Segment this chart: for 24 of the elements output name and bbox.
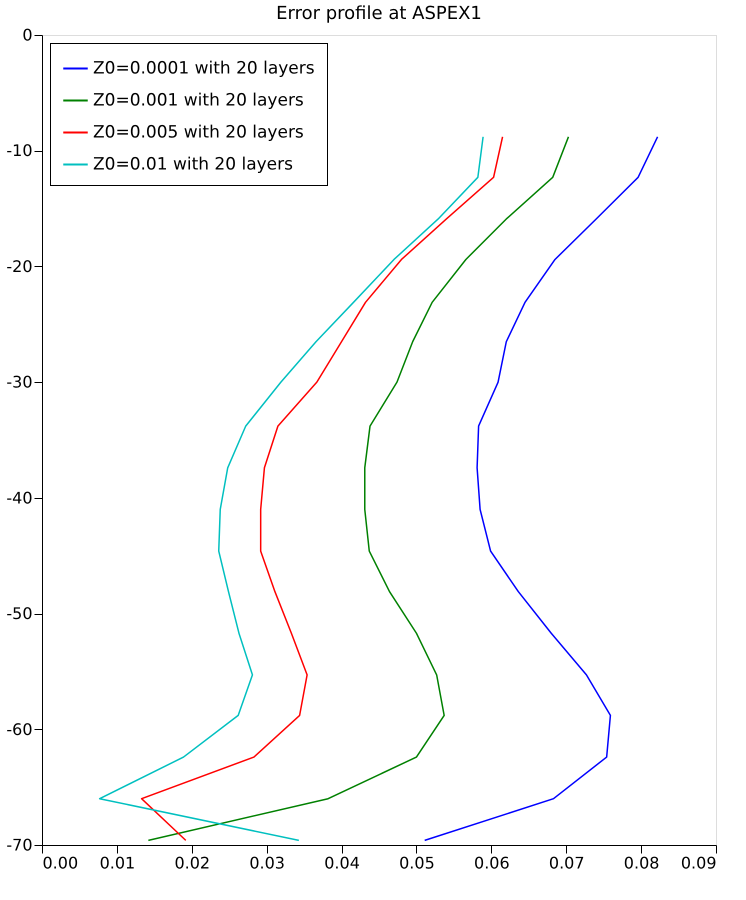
- x-tick-label: 0.04: [324, 854, 360, 872]
- x-tick-label: 0.06: [474, 854, 510, 872]
- y-tick-label: -70: [6, 836, 32, 854]
- x-tick-label: 0.08: [624, 854, 660, 872]
- y-tick-label: -10: [6, 141, 32, 160]
- x-tick-label: 0.07: [548, 854, 585, 872]
- x-tick-label: 0.01: [100, 854, 136, 872]
- y-tick-label: -40: [6, 488, 32, 508]
- y-tick-label: -50: [6, 604, 32, 624]
- y-tick-label: -30: [6, 372, 32, 392]
- x-tick-label: 0.03: [249, 854, 285, 872]
- y-tick-label: 0: [22, 26, 32, 44]
- legend-label: Z0=0.01 with 20 layers: [93, 154, 294, 174]
- y-tick-label: -60: [6, 720, 32, 739]
- x-tick-label: 0.09: [680, 854, 716, 872]
- line-series: [424, 136, 658, 842]
- x-tick-label: 0.00: [42, 854, 78, 872]
- chart-title: Error profile at ASPEX1: [276, 3, 482, 24]
- legend-label: Z0=0.005 with 20 layers: [93, 122, 304, 142]
- x-tick-label: 0.05: [399, 854, 435, 872]
- x-tick-label: 0.02: [174, 854, 210, 872]
- legend-label: Z0=0.001 with 20 layers: [93, 90, 304, 110]
- legend-label: Z0=0.0001 with 20 layers: [93, 58, 315, 78]
- y-tick-label: -20: [6, 256, 32, 276]
